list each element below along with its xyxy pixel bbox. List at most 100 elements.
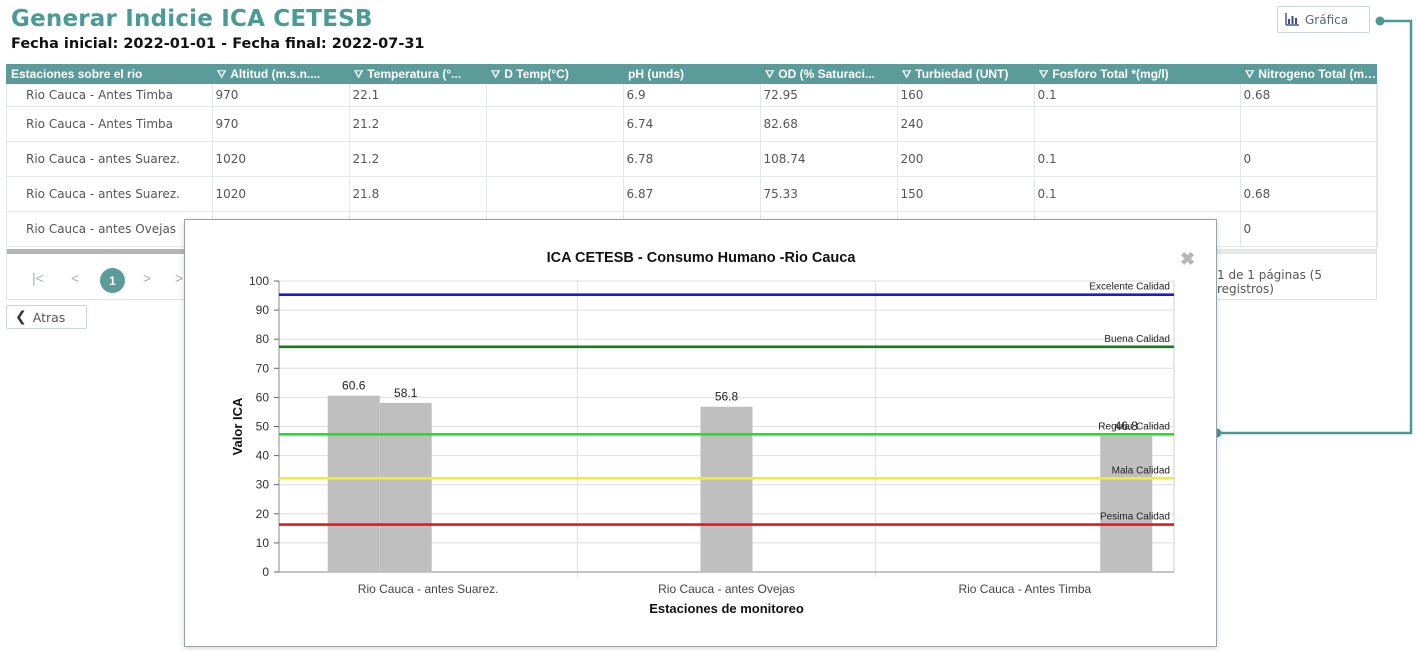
bar-value-label: 46.8	[1115, 419, 1139, 433]
filter-icon[interactable]: ⛛	[491, 68, 501, 81]
table-cell	[486, 106, 624, 142]
bar	[1100, 435, 1153, 572]
prev-page-button[interactable]: <	[71, 270, 80, 286]
table-cell: 970	[212, 106, 350, 142]
table-cell: 0	[1240, 211, 1378, 247]
column-header-label: OD (% Saturaci...	[778, 66, 875, 81]
back-button-label: Atras	[32, 309, 66, 325]
table-cell	[1034, 106, 1241, 142]
table-cell: 6.78	[623, 141, 761, 177]
table-cell: Rio Cauca - antes Suarez.	[6, 141, 213, 177]
table-row[interactable]: Rio Cauca - Antes Timba 970 22.1 6.9 72.95 16…	[6, 84, 1378, 107]
table-cell: 0.1	[1034, 141, 1241, 177]
threshold-label: Pesima Calidad	[1100, 512, 1170, 523]
column-header-label: Temperatura (°...	[367, 66, 462, 81]
table-cell: 6.9	[623, 84, 761, 107]
y-tick-label: 30	[256, 478, 270, 492]
page-info: 1 de 1 páginas (5 registros)	[1217, 268, 1322, 296]
table-cell	[486, 141, 624, 177]
bar-value-label: 58.1	[394, 386, 418, 400]
filter-icon[interactable]: ⛛	[902, 68, 912, 81]
column-header[interactable]: ⛛ Altitud (m.s.n....	[212, 64, 349, 84]
column-header[interactable]: pH (unds)	[623, 64, 760, 84]
table-row[interactable]: Rio Cauca - Antes Timba 970 21.2 6.74 82.68 2…	[6, 106, 1378, 142]
table-cell: 6.74	[623, 106, 761, 142]
table-cell: 6.87	[623, 176, 761, 212]
y-tick-label: 0	[262, 565, 269, 579]
chart-button-label: Gráfica	[1305, 12, 1349, 27]
column-header[interactable]: ⛛ Turbiedad (UNT)	[897, 64, 1034, 84]
chart-button[interactable]: Gráfica	[1277, 6, 1370, 33]
bar	[379, 402, 432, 572]
filter-icon[interactable]: ⛛	[217, 68, 227, 81]
last-page-button[interactable]: >|	[175, 270, 187, 286]
filter-icon[interactable]: ⛛	[354, 68, 364, 81]
bar-value-label: 56.8	[715, 390, 739, 404]
table-cell: Rio Cauca - antes Ovejas	[6, 211, 213, 247]
column-header-label: Fosforo Total *(mg/l)	[1052, 66, 1169, 81]
filter-icon[interactable]: ⛛	[765, 68, 775, 81]
table-cell: 72.95	[760, 84, 898, 107]
column-header-label: pH (unds)	[628, 67, 684, 81]
x-axis-title: Estaciones de monitoreo	[649, 601, 804, 616]
y-tick-label: 20	[256, 507, 270, 521]
table-cell: Rio Cauca - antes Suarez.	[6, 176, 213, 212]
column-header-label: D Temp(°C)	[504, 66, 569, 81]
table-cell: 21.2	[349, 141, 487, 177]
x-tick-label: Rio Cauca - Antes Timba	[958, 582, 1091, 596]
table-cell: 21.2	[349, 106, 487, 142]
close-icon[interactable]: ✖	[1180, 249, 1196, 269]
y-tick-label: 70	[256, 361, 270, 375]
table-cell: 0.1	[1034, 84, 1241, 107]
table-cell: 21.8	[349, 176, 487, 212]
table-row[interactable]: Rio Cauca - antes Suarez. 1020 21.2 6.78 108…	[6, 141, 1378, 177]
scrollbar-thumb[interactable]	[7, 249, 187, 254]
column-header-label: Estaciones sobre el rio	[11, 67, 143, 81]
bar	[700, 406, 753, 572]
column-header[interactable]: ⛛ Nitrogeno Total (mg/l)	[1240, 64, 1377, 84]
y-tick-label: 90	[256, 303, 270, 317]
column-header[interactable]: ⛛ OD (% Saturaci...	[760, 64, 897, 84]
y-tick-label: 100	[249, 274, 269, 288]
table-cell: 108.74	[760, 141, 898, 177]
table-cell: 240	[897, 106, 1035, 142]
table-cell: 970	[212, 84, 350, 107]
page-number-current[interactable]: 1	[100, 268, 125, 293]
threshold-label: Buena Calidad	[1104, 334, 1170, 345]
table-row[interactable]: Rio Cauca - antes Suarez. 1020 21.8 6.87 75.…	[6, 176, 1378, 212]
next-page-button[interactable]: >	[143, 270, 152, 286]
y-tick-label: 80	[256, 332, 270, 346]
threshold-label: Mala Calidad	[1112, 465, 1170, 476]
y-tick-label: 60	[256, 390, 270, 404]
table-cell: 1020	[212, 176, 350, 212]
column-header[interactable]: ⛛ Fosforo Total *(mg/l)	[1034, 64, 1240, 84]
column-header[interactable]: ⛛ Temperatura (°...	[349, 64, 486, 84]
filter-icon[interactable]: ⛛	[1245, 68, 1255, 81]
chart-title: ICA CETESB - Consumo Humano -Rio Cauca	[547, 250, 857, 266]
column-header[interactable]: Estaciones sobre el rio	[6, 64, 212, 84]
x-tick-label: Rio Cauca - antes Suarez.	[358, 582, 499, 596]
first-page-button[interactable]: |<	[32, 270, 44, 286]
table-cell: 75.33	[760, 176, 898, 212]
column-header-label: Nitrogeno Total (mg/l)	[1258, 66, 1377, 81]
column-header-label: Turbiedad (UNT)	[915, 66, 1009, 81]
table-cell: 150	[897, 176, 1035, 212]
table-cell: 22.1	[349, 84, 487, 107]
date-range: Fecha inicial: 2022-01-01 - Fecha final:…	[11, 36, 425, 52]
bar-chart-icon	[1285, 13, 1299, 26]
y-tick-label: 50	[256, 420, 270, 434]
table-cell: 1020	[212, 141, 350, 177]
data-table: Estaciones sobre el rio ⛛ Altitud (m.s.n..…	[6, 64, 1378, 300]
table-cell	[1240, 106, 1378, 142]
table-cell: 82.68	[760, 106, 898, 142]
back-button[interactable]: ❮ Atras	[6, 305, 87, 329]
column-header[interactable]: ⛛ D Temp(°C)	[486, 64, 623, 84]
y-axis-title: Valor ICA	[230, 397, 245, 455]
filter-icon[interactable]: ⛛	[1039, 68, 1049, 81]
pager: |< < 1 > >|	[7, 265, 187, 295]
column-header-label: Altitud (m.s.n....	[230, 66, 321, 81]
table-cell	[486, 84, 624, 107]
table-cell: 0	[1240, 141, 1378, 177]
table-cell: 200	[897, 141, 1035, 177]
x-tick-label: Rio Cauca - antes Ovejas	[658, 582, 795, 596]
